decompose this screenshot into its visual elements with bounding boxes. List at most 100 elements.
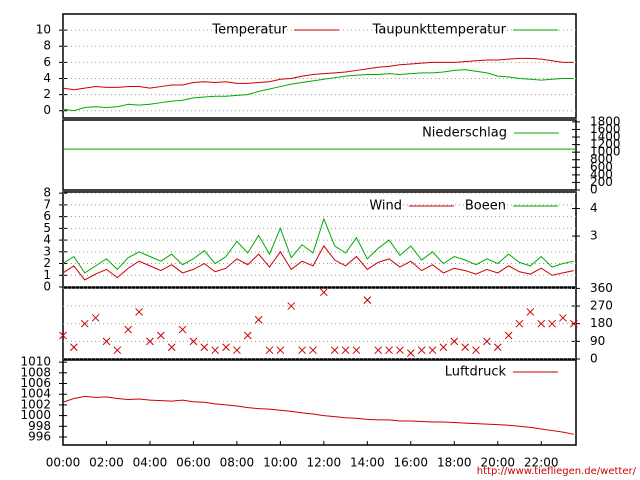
y-tick-label: 2 <box>43 87 51 101</box>
wind-direction-point <box>537 319 546 328</box>
x-tick-label: 20:00 <box>480 456 515 470</box>
wind-direction-point <box>233 346 241 355</box>
y-tick-label: 270 <box>590 299 613 313</box>
y-tick-label: 8 <box>43 39 51 53</box>
x-tick-label: 14:00 <box>350 456 385 470</box>
wind-direction-point <box>548 319 556 328</box>
wind-direction-point <box>396 346 404 355</box>
y-tick-label: 996 <box>28 429 51 443</box>
legend-label: Taupunkttemperatur <box>372 23 507 38</box>
panel-frame <box>62 119 577 191</box>
series-line <box>62 245 574 281</box>
x-tick-label: 08:00 <box>220 456 255 470</box>
legend-label: Temperatur <box>211 23 287 38</box>
wind-direction-point <box>569 319 578 328</box>
y-tick-label: 1000 <box>590 145 621 159</box>
y-tick-label: 6 <box>43 55 51 69</box>
wind-direction-point <box>298 346 306 355</box>
wind-direction-point <box>428 346 437 355</box>
y-tick-label: 1 <box>43 268 51 282</box>
y-tick-label: 180 <box>590 316 613 330</box>
wind-direction-point <box>450 337 459 346</box>
wind-direction-point <box>341 346 350 355</box>
x-tick-label: 18:00 <box>437 456 472 470</box>
y-tick-label: 8 <box>43 186 51 200</box>
wind-direction-point <box>287 302 296 310</box>
y-tick-label: 600 <box>590 160 613 174</box>
wind-direction-point <box>276 346 285 355</box>
wind-direction-point <box>385 346 393 355</box>
y-tick-label: 998 <box>28 419 51 433</box>
wind-direction-point <box>472 346 480 355</box>
y-tick-label: 4 <box>43 71 51 85</box>
y-tick-label: 1002 <box>20 397 51 411</box>
y-tick-label: 1008 <box>20 365 51 379</box>
y-tick-label: 400 <box>590 167 613 181</box>
y-tick-label: 1010 <box>20 355 51 369</box>
series-line <box>62 395 574 435</box>
wind-direction-point <box>439 343 448 352</box>
wind-direction-point <box>189 337 198 346</box>
wind-direction-point <box>135 308 143 316</box>
y-tick-label: 0 <box>590 352 598 366</box>
wind-direction-point <box>222 343 230 352</box>
wind-direction-point <box>211 346 220 355</box>
y-tick-label: 3 <box>43 244 51 258</box>
panel-frame <box>62 359 577 446</box>
y-tick-label: 0 <box>590 183 598 197</box>
x-tick-label: 12:00 <box>307 456 342 470</box>
legend-label: Boeen <box>465 199 506 214</box>
y2-tick-label: 4 <box>590 201 598 215</box>
x-tick-label: 10:00 <box>263 456 298 470</box>
x-tick-label: 04:00 <box>133 456 168 470</box>
y-tick-label: 10 <box>36 23 51 37</box>
y-tick-label: 1800 <box>590 114 621 128</box>
wind-direction-point <box>59 331 67 340</box>
wind-direction-point <box>113 346 122 355</box>
wind-direction-point <box>80 319 89 328</box>
y-tick-label: 5 <box>43 221 51 235</box>
wind-direction-point <box>146 337 154 346</box>
wind-direction-point <box>254 315 263 324</box>
wind-direction-point <box>91 313 100 322</box>
y-tick-label: 1004 <box>20 387 51 401</box>
wind-direction-point <box>374 346 383 355</box>
y-tick-label: 0 <box>43 280 51 294</box>
y-tick-label: 90 <box>590 334 605 348</box>
wind-direction-point <box>406 349 415 357</box>
x-tick-label: 00:00 <box>46 456 81 470</box>
wind-direction-point <box>330 346 339 355</box>
series-line <box>62 217 574 274</box>
wind-direction-point <box>363 296 372 305</box>
footer-link: http://www.tiefliegen.de/wetter/ <box>477 466 637 477</box>
series-line <box>62 69 574 112</box>
wind-direction-point <box>178 325 187 334</box>
wind-direction-point <box>493 343 502 352</box>
x-tick-label: 16:00 <box>393 456 428 470</box>
y-tick-label: 6 <box>43 209 51 223</box>
y-tick-label: 1600 <box>590 122 621 136</box>
wind-direction-point <box>483 337 491 346</box>
y-tick-label: 0 <box>43 103 51 117</box>
wind-direction-point <box>515 319 524 328</box>
y-tick-label: 200 <box>590 175 613 189</box>
x-tick-label: 02:00 <box>89 456 124 470</box>
wind-direction-point <box>352 346 361 355</box>
y-tick-label: 1200 <box>590 137 621 151</box>
legend-label: Wind <box>369 199 402 214</box>
y-tick-label: 360 <box>590 281 613 295</box>
wind-direction-point <box>156 331 165 340</box>
wind-direction-point <box>102 337 111 346</box>
panel-frame <box>62 13 577 119</box>
wind-direction-point <box>70 343 78 352</box>
legend-label: Niederschlag <box>422 126 507 141</box>
y-tick-label: 800 <box>590 152 613 166</box>
x-tick-label: 06:00 <box>176 456 211 470</box>
wind-direction-point <box>461 343 469 352</box>
wind-direction-point <box>559 313 567 322</box>
y2-tick-label: 3 <box>590 229 598 243</box>
y-tick-label: 1006 <box>20 376 51 390</box>
wind-direction-point <box>417 346 426 355</box>
y-tick-label: 7 <box>43 197 51 211</box>
